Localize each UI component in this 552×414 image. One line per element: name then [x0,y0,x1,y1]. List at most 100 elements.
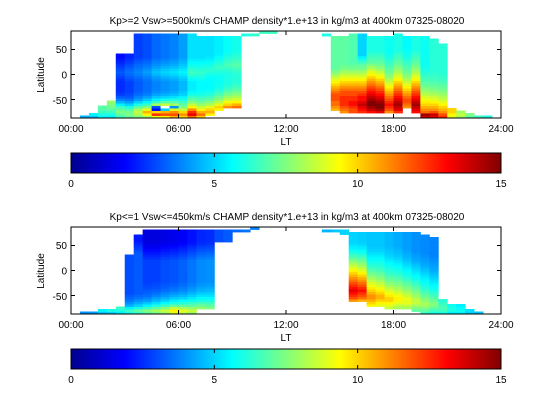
heatmap-cell [196,78,206,82]
heatmap-cell [151,108,161,111]
heatmap-cell [151,68,161,72]
heatmap-cell [366,291,376,295]
heatmap-cell [187,296,197,300]
heatmap-cell [411,289,421,293]
heatmap-cell [330,100,341,104]
heatmap-cell [178,53,188,57]
heatmap-cell [160,301,170,305]
heatmap-cell [169,108,179,111]
heatmap-cell [420,236,430,240]
heatmap-cell [169,75,179,79]
heatmap-cell [214,43,224,47]
heatmap-cell [474,311,484,315]
heatmap-cell [160,60,170,64]
heatmap-cell [411,85,421,89]
heatmap-cell [178,113,188,116]
heatmap-cell [429,301,439,305]
heatmap-cell [384,78,394,82]
heatmap-cell [223,234,233,238]
heatmap-cell [429,289,439,293]
heatmap-cell [142,234,153,238]
heatmap-cell [393,95,403,99]
heatmap-cell [330,38,341,42]
heatmap-cell [348,95,359,99]
heatmap-cell [124,294,135,298]
heatmap-cell [420,88,430,92]
heatmap-cell [411,304,421,307]
heatmap-cell [375,289,385,292]
heatmap-cell [411,269,421,273]
heatmap-cell [133,53,144,57]
heatmap-cell [429,261,439,265]
heatmap-cell [420,284,430,288]
heatmap-cell [366,45,376,49]
heatmap-cell [151,311,161,315]
heatmap-cell [366,296,376,300]
heatmap-cell [142,299,153,302]
heatmap-cell [357,110,368,114]
heatmap-cell [142,244,153,248]
heatmap-cell [366,38,376,42]
heatmap-cell [438,95,448,99]
heatmap-cell [205,50,215,54]
panel-1: Kp>=2 Vsw>=500km/s CHAMP density*1.e+13 … [36,16,514,148]
heatmap-cell [133,246,144,250]
heatmap-cell [393,296,403,300]
heatmap-cell [205,254,215,258]
heatmap-cell [348,88,359,92]
heatmap-cell [178,264,188,268]
heatmap-cell [393,232,403,235]
heatmap-cell [205,286,215,290]
heatmap-cell [160,70,170,74]
heatmap-cell [124,266,135,270]
heatmap-cell [115,113,126,116]
heatmap-cell [384,36,394,39]
heatmap-cell [205,279,215,283]
heatmap-cell [438,103,448,106]
heatmap-cell [339,85,350,89]
heatmap-cell [169,100,179,104]
heatmap-cell [151,110,161,114]
heatmap-cell [420,78,430,82]
heatmap-cell [232,36,242,39]
heatmap-cell [357,80,368,84]
heatmap-cell [402,70,412,74]
heatmap-cell [438,63,448,67]
heatmap-cell [384,244,394,248]
heatmap-cell [142,35,153,39]
heatmap-cell [124,65,135,69]
heatmap-cell [402,85,412,89]
heatmap-cell [384,70,394,74]
heatmap-cell [375,45,385,49]
heatmap-cell [384,284,394,288]
heatmap-cell [187,274,197,278]
heatmap-cell [178,231,188,235]
heatmap-cell [142,306,153,310]
heatmap-cell [357,276,368,280]
heatmap-cell [196,269,206,273]
heatmap-cell [178,33,188,37]
heatmap-cell [223,38,233,42]
heatmap-cell [214,38,224,42]
panel-2-xtick-1: 06:00 [166,320,191,331]
heatmap-cell [205,53,215,57]
heatmap-cell [214,234,224,238]
heatmap-cell [348,105,359,109]
heatmap-cell [393,274,403,278]
heatmap-cell [223,103,233,106]
heatmap-cell [348,40,359,44]
heatmap-cell [393,284,403,288]
heatmap-cell [402,55,412,59]
heatmap-cell [393,68,403,72]
heatmap-cell [420,105,430,109]
heatmap-cell [429,43,439,47]
heatmap-cell [411,299,421,302]
heatmap-cell [196,276,206,280]
heatmap-cell [339,38,350,42]
panel-1-ylabel: Latitude [36,57,47,93]
heatmap-cell [151,289,161,293]
heatmap-cell [429,299,439,302]
colorbar-2-ticks [70,349,502,369]
heatmap-cell [205,55,215,59]
heatmap-cell [402,53,412,57]
